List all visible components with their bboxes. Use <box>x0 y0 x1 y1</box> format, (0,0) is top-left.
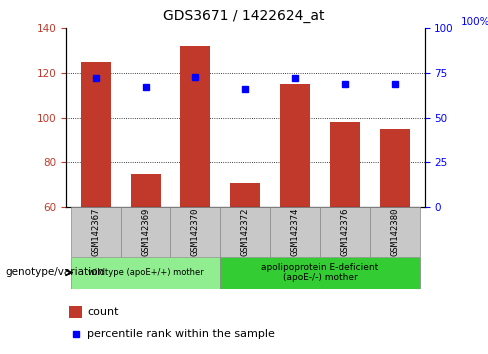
Bar <box>69 306 82 318</box>
Bar <box>380 129 409 207</box>
Text: wildtype (apoE+/+) mother: wildtype (apoE+/+) mother <box>88 268 203 277</box>
Bar <box>170 207 220 257</box>
Text: GSM142367: GSM142367 <box>91 208 100 256</box>
Bar <box>220 257 420 289</box>
Bar <box>280 84 310 207</box>
Text: apolipoprotein E-deficient
(apoE-/-) mother: apolipoprotein E-deficient (apoE-/-) mot… <box>261 263 379 282</box>
Bar <box>71 207 121 257</box>
Text: GSM142374: GSM142374 <box>290 208 300 256</box>
Bar <box>121 207 170 257</box>
Text: 100%: 100% <box>461 17 488 27</box>
Bar <box>71 257 220 289</box>
Bar <box>330 122 360 207</box>
Text: GDS3671 / 1422624_at: GDS3671 / 1422624_at <box>163 9 325 23</box>
Text: GSM142370: GSM142370 <box>191 208 200 256</box>
Text: count: count <box>87 307 119 317</box>
Text: GSM142376: GSM142376 <box>340 208 349 256</box>
Bar <box>270 207 320 257</box>
Bar <box>320 207 370 257</box>
Bar <box>230 183 260 207</box>
Bar <box>131 173 161 207</box>
Text: genotype/variation: genotype/variation <box>5 267 104 277</box>
Text: GSM142369: GSM142369 <box>141 208 150 256</box>
Bar <box>81 62 111 207</box>
Bar <box>370 207 420 257</box>
Text: GSM142372: GSM142372 <box>241 208 250 256</box>
Text: percentile rank within the sample: percentile rank within the sample <box>87 329 275 339</box>
Text: GSM142380: GSM142380 <box>390 208 399 256</box>
Bar <box>220 207 270 257</box>
Bar <box>181 46 210 207</box>
